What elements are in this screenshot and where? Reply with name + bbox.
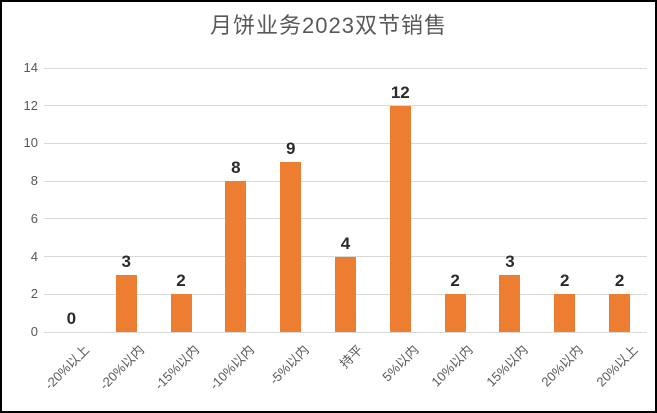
x-category-label: -10%以内: [206, 342, 257, 393]
chart-title: 月饼业务2023双节销售: [210, 13, 447, 38]
x-category-label: 15%以内: [483, 342, 531, 390]
bar: [389, 105, 411, 332]
bar-value-label: 2: [450, 271, 460, 291]
gridline: [44, 180, 647, 182]
bar-value-label: 3: [505, 252, 515, 272]
bar: [225, 181, 247, 332]
gridline: [44, 331, 647, 333]
bar-value-label: 2: [614, 271, 625, 291]
gridline: [44, 67, 647, 69]
bar: [115, 275, 137, 332]
gridline: [44, 105, 647, 107]
x-category-label: 持平: [337, 342, 367, 372]
x-category-label: 20%以内: [538, 342, 586, 390]
bar-value-label: 2: [560, 271, 570, 291]
plot-area: 0 2 4 6 8 10 12 14 0 -20%以上 3 -20%以内 2 -15%以内 8 -10%以内 9…: [24, 60, 647, 393]
y-tick-label: 12: [23, 97, 38, 113]
bar: [554, 294, 576, 332]
x-category-label: -15%以内: [151, 342, 202, 393]
x-category-label: -20%以内: [96, 342, 147, 393]
x-category-label: 20%以上: [592, 342, 641, 390]
x-category-label: 5%以内: [378, 342, 422, 385]
y-tick-label: 14: [23, 60, 38, 75]
bar: [280, 162, 302, 332]
bar-value-label: 12: [390, 82, 410, 102]
bar-value-label: 2: [176, 271, 186, 291]
y-tick-label: 6: [30, 210, 38, 226]
bar: [170, 294, 192, 332]
x-category-label: -5%以内: [266, 342, 312, 388]
bar-value-label: 3: [121, 252, 131, 272]
x-category-label: 10%以内: [428, 342, 476, 390]
y-tick-label: 0: [30, 324, 38, 339]
bar-value-label: 4: [340, 233, 351, 253]
bar-value-label: 0: [66, 309, 77, 328]
bar: [335, 256, 356, 332]
gridline: [44, 142, 647, 144]
bar: [444, 294, 466, 332]
bar: [499, 275, 521, 332]
x-category-label: -20%以上: [41, 342, 93, 393]
y-tick-label: 8: [30, 173, 38, 189]
bar-value-label: 8: [231, 158, 241, 178]
y-tick-label: 10: [23, 135, 38, 151]
gridline: [44, 218, 647, 220]
bar-value-label: 9: [285, 139, 296, 159]
y-tick-label: 2: [30, 286, 38, 302]
bar: [609, 294, 631, 332]
y-tick-label: 4: [30, 248, 38, 264]
